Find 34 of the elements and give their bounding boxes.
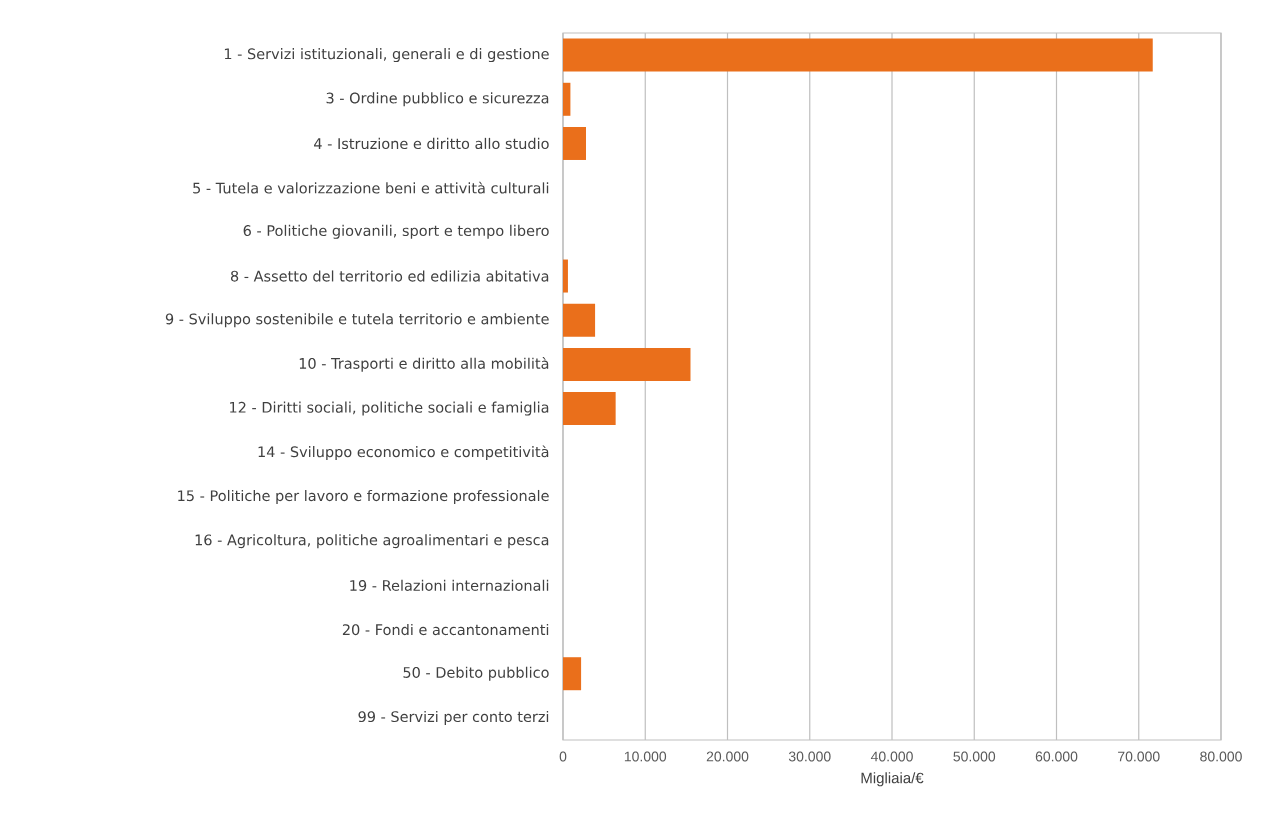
x-tick-label: 50.000 xyxy=(953,751,996,762)
bar xyxy=(563,126,587,160)
x-axis-title: Migliaia/€ xyxy=(861,772,924,787)
bar xyxy=(563,82,571,116)
bar xyxy=(563,392,616,426)
y-tick-label: 3 - Ordine pubblico e sicurezza xyxy=(326,92,549,107)
y-tick-label: 4 - Istruzione e diritto allo studio xyxy=(314,137,549,150)
bar xyxy=(563,303,596,337)
y-tick-label: 50 - Debito pubblico xyxy=(403,666,549,681)
bar xyxy=(563,38,1153,72)
x-tick-label: 30.000 xyxy=(788,751,831,762)
y-tick-label: 19 - Relazioni internazionali xyxy=(350,579,549,591)
x-tick-label: 10.000 xyxy=(624,751,667,762)
y-tick-label: 8 - Assetto del territorio ed edilizia abitativa xyxy=(230,270,549,282)
bar xyxy=(563,657,582,691)
y-tick-label: 9 - Sviluppo sostenibile e tutela territorio e ambiente xyxy=(165,313,549,328)
y-tick-label: 10 - Trasporti e diritto alla mobilità xyxy=(299,357,549,372)
x-tick-label: 20.000 xyxy=(706,751,749,762)
y-tick-label: 99 - Servizi per conto terzi xyxy=(358,710,549,725)
y-tick-label: 12 - Diritti sociali, politiche sociali e famiglia xyxy=(230,401,549,416)
y-tick-label: 5 - Tutela e valorizzazione beni e attività culturali xyxy=(193,181,549,194)
x-tick-label: 0 xyxy=(559,751,567,762)
y-tick-label: 6 - Politiche giovanili, sport e tempo libero xyxy=(243,224,549,239)
x-tick-label: 70.000 xyxy=(1118,751,1160,762)
y-tick-label: 14 - Sviluppo economico e competitività xyxy=(258,445,549,461)
bar xyxy=(563,347,691,381)
bar xyxy=(563,259,568,293)
y-tick-label: 20 - Fondi e accantonamenti xyxy=(342,623,549,636)
y-tick-label: 16 - Agricoltura, politiche agroalimentari e pesca xyxy=(195,534,549,549)
y-tick-label: 15 - Politiche per lavoro e formazione professionale xyxy=(178,489,549,504)
y-tick-label: 1 - Servizi istituzionali, generali e di gestione xyxy=(224,48,549,63)
x-tick-label: 80.000 xyxy=(1200,751,1242,762)
x-tick-label: 40.000 xyxy=(870,751,913,762)
x-tick-label: 60.000 xyxy=(1035,751,1078,762)
